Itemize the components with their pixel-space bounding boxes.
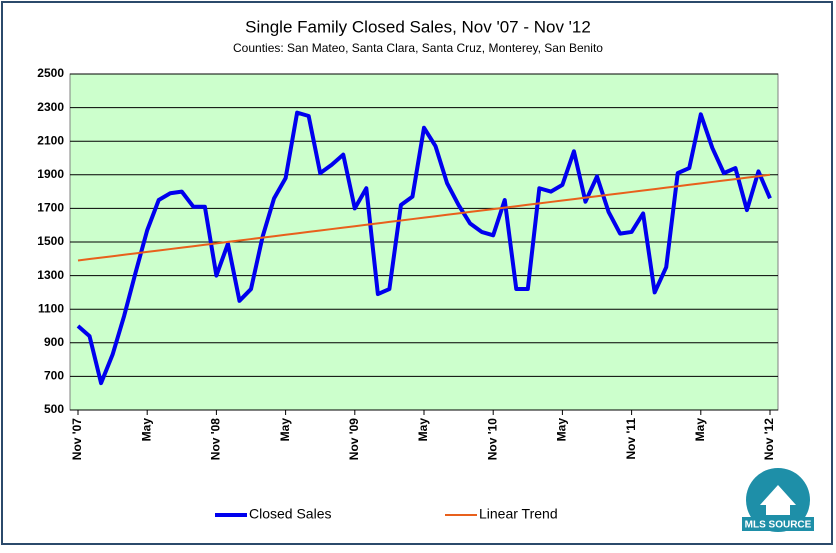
chart-subtitle: Counties: San Mateo, Santa Clara, Santa … bbox=[233, 41, 603, 55]
y-tick-label: 1300 bbox=[37, 268, 64, 282]
x-tick-label: Nov '08 bbox=[209, 418, 223, 461]
series-line bbox=[76, 110, 772, 386]
y-tick-label: 1700 bbox=[37, 201, 64, 215]
y-tick-label: 1500 bbox=[37, 234, 64, 248]
y-tick-label: 900 bbox=[44, 335, 64, 349]
chart-title: Single Family Closed Sales, Nov '07 - No… bbox=[245, 17, 591, 36]
y-tick-label: 700 bbox=[44, 369, 64, 383]
x-tick-label: Nov '12 bbox=[762, 418, 776, 461]
x-tick-label: May bbox=[416, 418, 430, 442]
y-tick-label: 2100 bbox=[37, 133, 64, 147]
x-tick-label: May bbox=[693, 418, 707, 442]
logo-house bbox=[760, 485, 796, 515]
legend-label: Linear Trend bbox=[479, 506, 558, 522]
logo-band bbox=[742, 517, 814, 531]
y-tick-label: 1100 bbox=[38, 301, 64, 315]
x-tick-label: May bbox=[139, 418, 153, 442]
x-tick-label: Nov '07 bbox=[70, 418, 84, 461]
y-tick-label: 2300 bbox=[37, 100, 64, 114]
logo-text: MLS SOURCE bbox=[745, 520, 812, 531]
x-tick-label: May bbox=[555, 418, 569, 442]
x-tick-label: Nov '09 bbox=[347, 418, 361, 461]
x-tick-label: Nov '11 bbox=[624, 418, 638, 460]
x-tick-label: Nov '10 bbox=[485, 418, 499, 461]
legend-label: Closed Sales bbox=[249, 506, 332, 522]
series-line bbox=[77, 173, 771, 262]
y-tick-label: 1900 bbox=[37, 167, 64, 181]
logo: MLS SOURCE bbox=[742, 468, 814, 532]
y-tick-label: 2500 bbox=[37, 66, 64, 80]
x-tick-label: May bbox=[278, 418, 292, 442]
y-tick-label: 500 bbox=[44, 402, 64, 416]
